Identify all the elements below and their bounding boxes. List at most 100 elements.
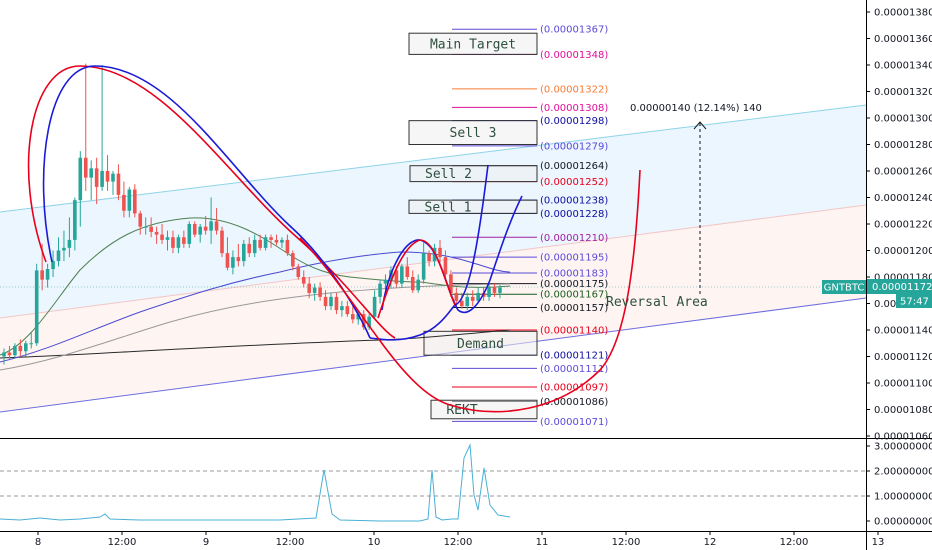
time-tick-label: 9 (203, 537, 209, 548)
indicator-tick-label: 2.00000000 (874, 467, 932, 478)
candle-body (329, 296, 333, 307)
time-tick-label: 12:00 (780, 537, 809, 548)
zone-box (423, 330, 538, 356)
level-label: (0.00001167) (540, 290, 608, 301)
candle-body (67, 239, 72, 248)
level-label: (0.00001367) (540, 25, 608, 36)
candle-body (460, 300, 464, 307)
candle-body (133, 189, 137, 214)
price-tick-label: 0.00001120 (874, 352, 932, 363)
candle-body (45, 269, 50, 280)
candle-body (438, 247, 442, 258)
price-tick-label: 0.00001380 (874, 8, 932, 19)
zone-label: Demand (457, 337, 504, 352)
candle-body (13, 345, 17, 356)
candle-body (143, 226, 148, 228)
reversal-red-arc (299, 169, 641, 413)
candle-body (410, 277, 415, 291)
indicator-line (0, 443, 511, 522)
price-tick-label: 0.00001060 (874, 432, 932, 443)
candle-body (116, 173, 121, 195)
pattern-curves (27, 65, 641, 413)
candle-body (214, 221, 219, 231)
level-label: (0.00001195) (540, 253, 608, 264)
candle-body (345, 306, 350, 315)
candle-body (274, 239, 279, 243)
time-tick-label: 12 (704, 537, 717, 548)
countdown-value: 57:47 (900, 297, 929, 308)
level-label: (0.00001348) (540, 50, 608, 61)
candle-body (160, 234, 164, 240)
candle-body (323, 296, 328, 307)
price-tick-label: 0.00001220 (874, 220, 932, 231)
candle-body (209, 221, 213, 231)
time-tick-label: 12:00 (108, 537, 137, 548)
big-blue-arc (42, 65, 371, 339)
level-label: (0.00001264) (540, 161, 608, 172)
candle-body (29, 343, 34, 345)
candle-body (78, 157, 83, 201)
candle-body (394, 270, 399, 284)
candle-body (247, 243, 252, 254)
zone-box (430, 399, 538, 420)
candle-body (421, 253, 426, 280)
candle-body (356, 314, 361, 320)
candle-body (73, 200, 77, 240)
price-tick-label: 0.00001260 (874, 167, 932, 178)
candle-body (285, 239, 290, 254)
level-label: (0.00001140) (540, 326, 608, 337)
indicator-pane (0, 443, 866, 522)
candles (2, 63, 502, 365)
zone-label: Sell 1 (425, 200, 472, 215)
candle-body (367, 316, 371, 328)
candle-body (34, 270, 39, 344)
candle-body (427, 253, 431, 262)
candle-body (242, 243, 246, 262)
handle-blue-arc (454, 164, 489, 306)
last-price-value: 0.00001172 (872, 282, 932, 293)
level-label: (0.00001322) (540, 84, 608, 95)
candle-body (334, 296, 339, 311)
candle-body (258, 239, 262, 248)
small-blue-cup (381, 195, 523, 314)
zone-box (408, 120, 538, 146)
candle-body (122, 194, 126, 211)
measure-label: 0.00000140 (12.14%) 140 (630, 103, 762, 114)
lower-channel-fill (0, 205, 866, 412)
upper-channel-line (0, 104, 866, 213)
level-label: (0.00001121) (540, 351, 608, 362)
level-label: (0.00001175) (540, 279, 608, 290)
candle-body (454, 292, 459, 301)
level-label: (0.00001071) (540, 417, 608, 428)
indicator-axis: 3.00000000 2.00000000 1.00000000 0.00000000 (866, 442, 932, 528)
level-label: (0.00001228) (540, 209, 608, 220)
candle-body (301, 277, 306, 284)
level-label: (0.00001279) (540, 141, 608, 152)
candle-body (280, 239, 284, 243)
level-label: (0.00001252) (540, 177, 608, 188)
candle-body (94, 168, 99, 187)
candle-body (476, 292, 480, 301)
candle-body (138, 213, 143, 227)
candle-body (7, 352, 12, 356)
candle-body (449, 274, 453, 293)
candle-body (225, 253, 230, 268)
price-tick-label: 0.00001200 (874, 246, 932, 257)
price-tick-label: 0.00001340 (874, 61, 932, 72)
level-label: (0.00001157) (540, 303, 608, 314)
level-label: (0.00001111) (540, 364, 608, 375)
measure-arrow[interactable]: 0.00000140 (12.14%) 140 (630, 103, 762, 295)
time-tick-label: 13 (872, 537, 885, 548)
candle-body (372, 296, 377, 317)
cup-bottom-arc (369, 304, 456, 341)
price-tick-label: 0.00001240 (874, 193, 932, 204)
zone-label: Main Target (430, 37, 516, 52)
candle-body (492, 287, 497, 293)
time-tick-label: 12:00 (612, 537, 641, 548)
candle-body (263, 237, 268, 248)
candle-body (405, 266, 410, 277)
candle-body (269, 237, 273, 240)
time-tick-label: 12:00 (444, 537, 473, 548)
symbol-label: GNTBTC (824, 283, 865, 294)
